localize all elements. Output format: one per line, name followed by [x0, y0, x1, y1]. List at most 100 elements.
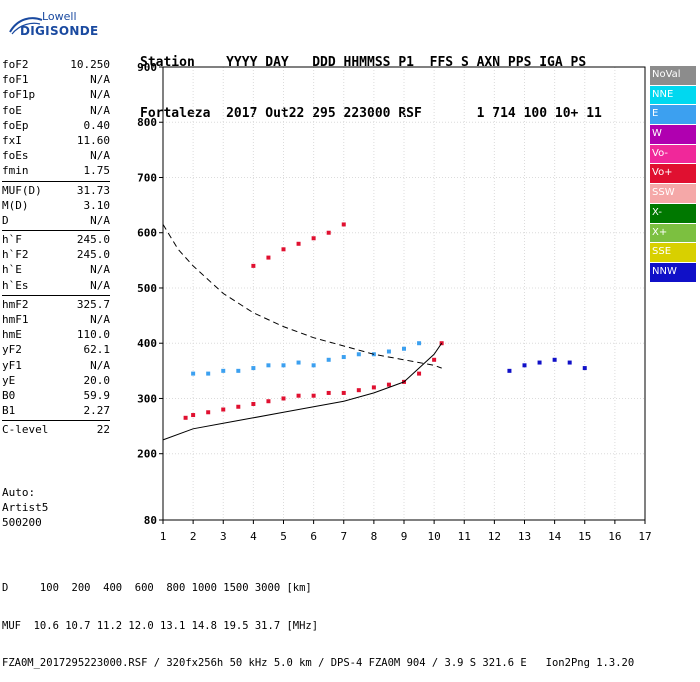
param-value: 31.73 [76, 183, 110, 197]
data-point [281, 363, 286, 368]
param-key: MUF(D) [2, 183, 42, 197]
param-value: 2.27 [83, 404, 111, 418]
param-key: h`F2 [2, 248, 29, 262]
data-point [281, 396, 286, 401]
data-point [326, 357, 331, 362]
param-row: foF2 10.250 [2, 57, 110, 72]
y-tick-label: 700 [137, 171, 157, 184]
param-value: N/A [90, 278, 110, 292]
param-key: B1 [2, 404, 16, 418]
val-ps: 11 [586, 106, 602, 121]
x-tick-label: 8 [371, 530, 378, 543]
y-tick-label: 600 [137, 227, 157, 240]
x-tick-label: 4 [250, 530, 257, 543]
param-key: C-level [2, 423, 49, 437]
param-value: 110.0 [76, 328, 110, 342]
x-tick-label: 14 [548, 530, 562, 543]
param-value: 245.0 [76, 248, 110, 262]
x-tick-label: 12 [488, 530, 501, 543]
param-value: 62.1 [83, 343, 111, 357]
data-point [341, 390, 346, 395]
x-tick-label: 16 [608, 530, 621, 543]
hdr-ffs: FFS [429, 55, 454, 70]
param-row: fmin 1.75 [2, 163, 110, 178]
legend-item-noval: NoVal [650, 66, 696, 86]
param-row: M(D) 3.10 [2, 198, 110, 213]
param-row: yE 20.0 [2, 373, 110, 388]
hdr-pps: PPS [507, 55, 532, 70]
param-row: foEp 0.40 [2, 118, 110, 133]
data-point [266, 363, 271, 368]
data-point [311, 236, 316, 241]
param-row: hmF2 325.7 [2, 297, 110, 312]
param-row: hmF1 N/A [2, 312, 110, 327]
data-point [266, 255, 271, 260]
param-row: h`Es N/A [2, 278, 110, 293]
data-point [251, 401, 256, 406]
param-value: N/A [90, 213, 110, 227]
x-tick-label: 9 [401, 530, 408, 543]
data-point [296, 241, 301, 246]
legend-item-nne: NNE [650, 85, 696, 106]
polarization-legend: NoVal NNE E W Vo- Vo+ SSW X- X+ SSE NNW [650, 66, 696, 283]
data-point [507, 368, 512, 373]
param-value: N/A [90, 103, 110, 117]
footer-info: D 100 200 400 600 800 1000 1500 3000 [km… [2, 557, 634, 682]
x-tick-label: 7 [340, 530, 347, 543]
legend-item-x-: X+ [650, 223, 696, 244]
param-key: h`E [2, 263, 22, 277]
footer-distance-row: D 100 200 400 600 800 1000 1500 3000 [km… [2, 582, 312, 594]
data-point [386, 349, 391, 354]
data-point [191, 413, 196, 418]
param-value: 245.0 [76, 233, 110, 247]
param-row: B1 2.27 [2, 403, 110, 418]
x-tick-label: 10 [428, 530, 441, 543]
ionogram-plot: 1 2 3 4 5 6 7 8 9 10 11 12 13 14 15 16 17802003004005006… [137, 61, 652, 543]
param-row: foF1p N/A [2, 87, 110, 102]
data-point [281, 247, 286, 252]
param-value: N/A [90, 149, 110, 163]
data-point [311, 363, 316, 368]
hdr-iga: IGA [539, 55, 563, 70]
param-key: foEs [2, 149, 29, 163]
y-tick-label: 500 [137, 282, 157, 295]
y-tick-label: 80 [144, 514, 157, 527]
x-tick-label: 6 [310, 530, 317, 543]
x-tick-label: 3 [220, 530, 227, 543]
param-key: fxI [2, 133, 22, 147]
param-separator [2, 230, 110, 232]
hdr-p1: P1 [398, 55, 414, 70]
param-key: foEp [2, 118, 29, 132]
param-key: hmE [2, 328, 22, 342]
y-tick-label: 800 [137, 116, 157, 129]
y-tick-label: 400 [137, 337, 157, 350]
param-separator [2, 420, 110, 422]
data-point [341, 355, 346, 360]
param-value: 22 [96, 423, 110, 437]
param-value: 0.40 [83, 118, 111, 132]
legend-item-ssw: SSW [650, 184, 696, 204]
param-value: N/A [90, 73, 110, 87]
hdr-axn: AXN [476, 55, 501, 70]
val-day: Out22 [265, 106, 305, 121]
data-point [402, 346, 406, 351]
auto-label: Auto: [2, 486, 36, 499]
data-point [432, 357, 437, 362]
param-value: N/A [90, 358, 110, 372]
val-pps: 100 [523, 106, 548, 121]
footer-file-row: FZA0M_2017295223000.RSF / 320fx256h 50 k… [2, 657, 635, 669]
param-key: yF2 [2, 343, 22, 357]
param-row: fxI 11.60 [2, 133, 110, 148]
param-separator [2, 294, 110, 296]
val-hhmmss: 223000 [343, 106, 391, 121]
param-row: h`E N/A [2, 262, 110, 277]
param-row: D N/A [2, 213, 110, 228]
param-key: foF2 [2, 58, 29, 71]
x-tick-label: 11 [458, 530, 471, 543]
logo-name: DIGISONDE [20, 24, 99, 38]
param-key: foF1p [2, 88, 36, 102]
legend-item-w: W [650, 125, 696, 145]
val-axn: 714 [492, 106, 516, 121]
data-point [537, 360, 542, 365]
param-value: 59.9 [83, 388, 111, 402]
